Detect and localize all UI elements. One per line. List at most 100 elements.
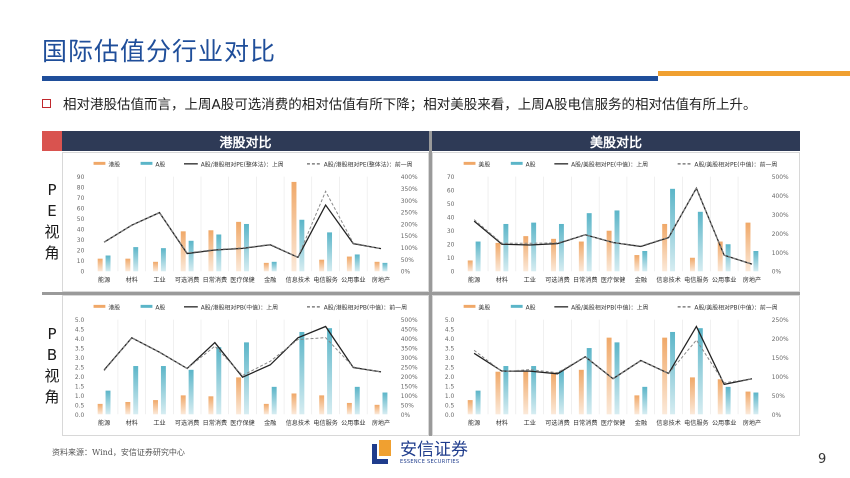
bar-港股 — [236, 221, 242, 272]
legend-swatch — [140, 161, 153, 165]
chart-us-pb: 0.0 0.5 1.0 1.5 2.0 2.5 3.0 3.5 4.0 4.5 5.0 0% 50% 10… — [432, 295, 800, 436]
legend-label: 美股 — [478, 303, 490, 311]
y2-tick-label: 100% — [401, 394, 418, 400]
y-tick-label: 1.5 — [445, 384, 455, 390]
legend-label: A股/美股相对PB(中值)：前一周 — [694, 303, 777, 311]
bar-A股 — [753, 251, 759, 272]
row-label-char: 视 — [44, 366, 60, 385]
bar-港股 — [180, 395, 186, 415]
bar-港股 — [97, 258, 103, 272]
x-tick-label: 信息技术 — [656, 276, 680, 284]
y-tick-label: 0.5 — [75, 403, 85, 409]
bar-A股 — [475, 241, 481, 272]
y2-tick-label: 400% — [772, 194, 789, 200]
y2-tick-label: 0% — [401, 413, 411, 419]
legend-label: 美股 — [478, 160, 490, 168]
y2-tick-label: 150% — [401, 234, 418, 240]
x-tick-label: 能源 — [468, 419, 480, 427]
y2-tick-label: 150% — [772, 356, 789, 362]
x-tick-label: 材料 — [496, 276, 508, 284]
y2-tick-label: 250% — [772, 318, 789, 324]
title-underline-blue — [42, 76, 658, 81]
y2-tick-label: 50% — [401, 258, 415, 264]
x-tick-label: 材料 — [126, 419, 138, 427]
y2-tick-label: 100% — [401, 246, 418, 252]
legend-label: A股/港股相对PE(整体法)：前一周 — [324, 160, 413, 168]
bar-A股 — [105, 255, 111, 272]
bar-美股 — [495, 371, 501, 415]
bar-A股 — [697, 328, 703, 415]
bar-A股 — [753, 392, 759, 415]
row-label-char: E — [47, 202, 57, 220]
x-tick-label: 公用事业 — [341, 419, 365, 427]
x-tick-label: 医疗保健 — [230, 276, 254, 284]
bar-A股 — [531, 222, 537, 272]
bar-A股 — [299, 331, 305, 415]
y-tick-label: 5.0 — [445, 318, 455, 324]
row-label-char: 角 — [44, 244, 60, 262]
bar-港股 — [208, 396, 214, 415]
y2-tick-label: 300% — [401, 356, 418, 362]
bar-A股 — [244, 342, 249, 415]
x-tick-label: 金融 — [264, 419, 276, 427]
y-tick-label: 4.5 — [75, 328, 85, 334]
x-tick-label: 日常消费 — [573, 419, 597, 427]
logo-mark-icon — [372, 440, 394, 466]
x-tick-label: 金融 — [264, 276, 276, 284]
bar-A股 — [642, 386, 648, 415]
bar-A股 — [586, 213, 592, 272]
chart-hk-pe: 0 10 20 30 40 50 60 70 80 90 0% 50% 100% 150% 200% 250%… — [62, 152, 429, 292]
panel-divider-vertical — [429, 131, 432, 436]
y2-tick-label: 100% — [772, 251, 789, 257]
page-title: 国际估值分行业对比 — [42, 37, 277, 66]
y2-tick-label: 200% — [401, 222, 418, 228]
bar-A股 — [160, 248, 166, 272]
x-tick-label: 公用事业 — [341, 276, 365, 284]
y-tick-label: 1.0 — [75, 394, 85, 400]
bar-美股 — [745, 222, 751, 272]
bar-美股 — [606, 230, 612, 272]
bar-港股 — [97, 403, 103, 415]
bar-港股 — [153, 400, 158, 415]
y2-tick-label: 200% — [772, 337, 789, 343]
x-tick-label: 能源 — [98, 276, 110, 284]
y-tick-label: 2.0 — [75, 375, 85, 381]
y-tick-label: 2.5 — [445, 365, 455, 371]
bar-A股 — [670, 331, 676, 415]
logo-cn: 安信证券 — [400, 440, 468, 460]
legend-label: A股/港股相对PE(整体法)：上周 — [201, 160, 284, 168]
y-tick-label: 20 — [77, 249, 85, 255]
bar-A股 — [725, 386, 731, 415]
x-tick-label: 能源 — [468, 276, 480, 284]
y2-tick-label: 300% — [401, 199, 418, 205]
y-tick-label: 40 — [77, 228, 85, 234]
chart-us-pe-svg: 0 10 20 30 40 50 60 70 0% 100% 200% 300% 400% 500% 能源 材… — [447, 160, 789, 284]
bar-A股 — [614, 210, 620, 272]
y2-tick-label: 100% — [772, 375, 789, 381]
x-tick-label: 可选消费 — [175, 276, 199, 284]
bar-美股 — [523, 236, 529, 272]
bar-A股 — [354, 386, 360, 415]
y-tick-label: 20 — [447, 243, 455, 249]
bar-美股 — [717, 379, 723, 415]
legend-label: A股 — [155, 161, 165, 168]
legend-label: A股 — [526, 304, 536, 311]
bar-港股 — [319, 259, 325, 272]
y-tick-label: 5.0 — [75, 318, 85, 324]
series-line — [103, 203, 382, 259]
bar-港股 — [291, 181, 297, 272]
bar-A股 — [271, 261, 277, 272]
bar-A股 — [327, 328, 333, 415]
row-label-char: P — [47, 324, 57, 343]
row-label-char: B — [46, 345, 58, 364]
legend-label: A股/港股相对PB(中值)：上周 — [201, 303, 278, 311]
bar-A股 — [216, 234, 222, 272]
chart-us-pe: 0 10 20 30 40 50 60 70 0% 100% 200% 300% 400% 500% 能源 材… — [432, 152, 800, 292]
x-tick-label: 工业 — [524, 419, 536, 427]
bar-港股 — [125, 401, 131, 415]
y-tick-label: 1.0 — [445, 394, 455, 400]
legend-label: A股/港股相对PB(中值)：前一周 — [324, 303, 407, 311]
source-note: 资料来源：Wind，安信证券研究中心 — [52, 448, 185, 457]
legend-swatch — [463, 161, 476, 165]
